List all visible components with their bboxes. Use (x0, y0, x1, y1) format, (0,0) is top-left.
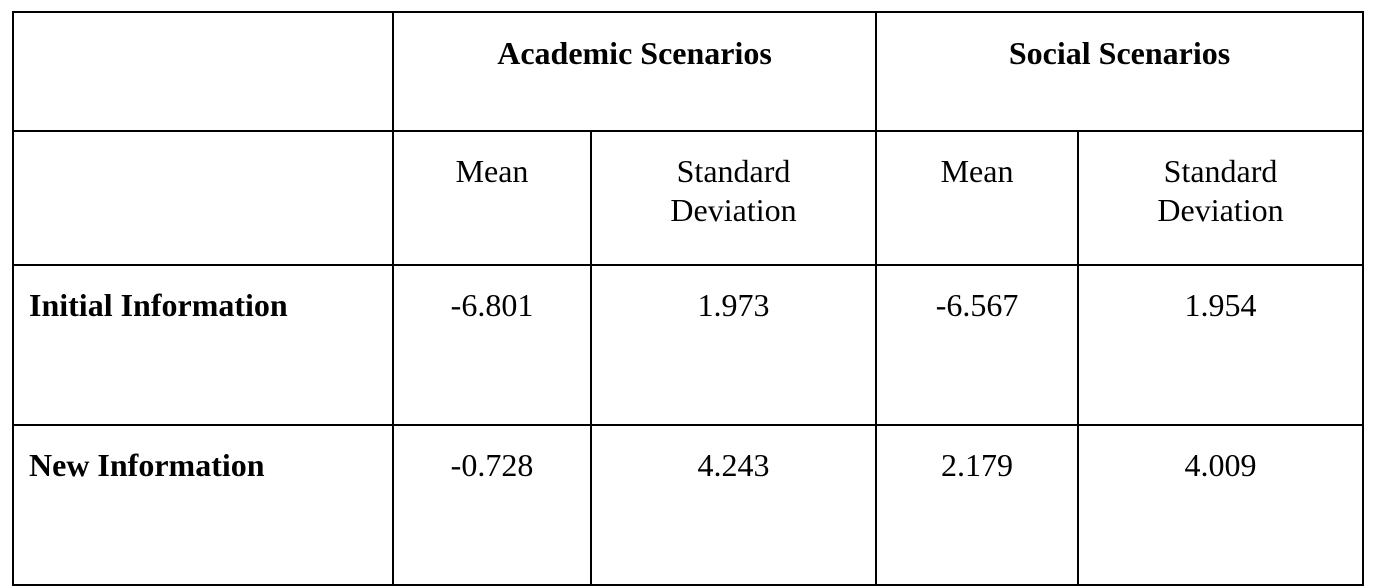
academic-mean-value: -6.801 (450, 287, 534, 323)
academic-mean-cell: -0.728 (392, 424, 592, 586)
social-sd-value: 1.954 (1184, 287, 1257, 323)
academic-sd-header-line1: Standard (676, 153, 791, 189)
academic-sd-header: Standard Deviation (589, 130, 878, 266)
social-mean-header: Mean (875, 130, 1080, 266)
social-mean-cell: -6.567 (875, 264, 1080, 426)
academic-sd-cell: 4.243 (589, 424, 878, 586)
empty-corner-cell (12, 11, 394, 132)
academic-mean-header: Mean (392, 130, 592, 266)
social-sd-cell: 4.009 (1077, 424, 1365, 586)
academic-sd-value: 1.973 (697, 287, 770, 323)
row-label: Initial Information (29, 287, 288, 323)
academic-mean-value: -0.728 (450, 447, 534, 483)
subheader-row: Mean Standard Deviation Mean Standard De… (12, 130, 1365, 266)
row-label: New Information (29, 447, 265, 483)
row-label-cell: New Information (12, 424, 394, 586)
academic-mean-header-label: Mean (455, 153, 529, 189)
table-row: Initial Information -6.801 1.973 -6.567 … (12, 264, 1365, 426)
social-mean-value: -6.567 (935, 287, 1019, 323)
academic-mean-cell: -6.801 (392, 264, 592, 426)
social-sd-header-line1: Standard (1163, 153, 1278, 189)
social-sd-cell: 1.954 (1077, 264, 1365, 426)
group-header-social: Social Scenarios (875, 11, 1365, 132)
academic-sd-cell: 1.973 (589, 264, 878, 426)
social-sd-header: Standard Deviation (1077, 130, 1365, 266)
social-mean-cell: 2.179 (875, 424, 1080, 586)
group-header-academic-label: Academic Scenarios (497, 35, 772, 71)
table-row: New Information -0.728 4.243 2.179 4.009 (12, 424, 1365, 586)
social-mean-header-label: Mean (940, 153, 1014, 189)
statistics-table: Academic Scenarios Social Scenarios Mean… (12, 11, 1365, 586)
social-sd-value: 4.009 (1184, 447, 1257, 483)
academic-sd-header-line2: Deviation (670, 192, 797, 228)
social-mean-value: 2.179 (941, 447, 1014, 483)
row-label-cell: Initial Information (12, 264, 394, 426)
group-header-social-label: Social Scenarios (1008, 35, 1231, 71)
social-sd-header-line2: Deviation (1157, 192, 1284, 228)
group-header-row: Academic Scenarios Social Scenarios (12, 11, 1365, 132)
empty-subheader-cell (12, 130, 394, 266)
academic-sd-value: 4.243 (697, 447, 770, 483)
group-header-academic: Academic Scenarios (391, 11, 878, 132)
